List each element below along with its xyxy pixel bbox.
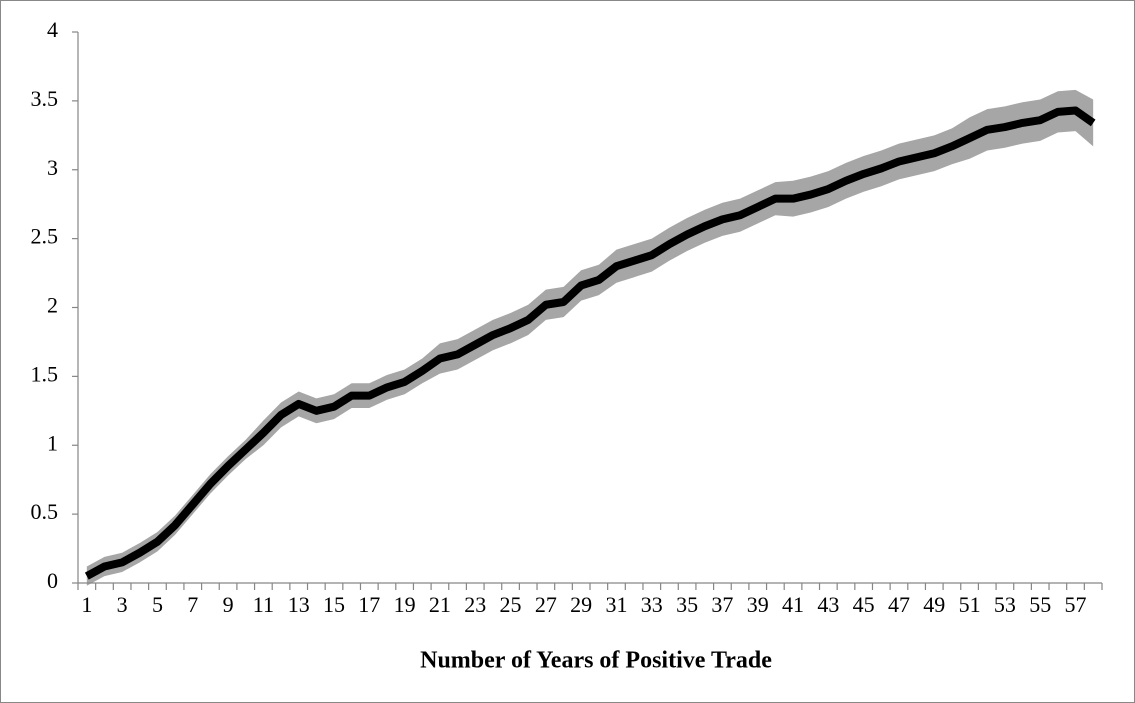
y-tick-label: 2 <box>47 293 58 318</box>
x-tick-label: 19 <box>394 592 416 617</box>
x-tick-label: 9 <box>223 592 234 617</box>
x-tick-label: 43 <box>817 592 839 617</box>
x-tick-label: 21 <box>429 592 451 617</box>
x-tick-label: 35 <box>676 592 698 617</box>
y-tick-label: 3 <box>47 155 58 180</box>
x-tick-label: 17 <box>358 592 380 617</box>
y-tick-label: 1.5 <box>31 361 59 386</box>
x-tick-label: 33 <box>641 592 663 617</box>
x-tick-label: 27 <box>535 592 557 617</box>
x-tick-label: 3 <box>117 592 128 617</box>
x-tick-label: 47 <box>888 592 910 617</box>
x-tick-label: 51 <box>959 592 981 617</box>
x-tick-label: 45 <box>853 592 875 617</box>
y-tick-label: 0 <box>47 568 58 593</box>
x-tick-label: 49 <box>923 592 945 617</box>
x-axis-label: Number of Years of Positive Trade <box>420 648 772 674</box>
y-tick-label: 1 <box>47 430 58 455</box>
x-tick-label: 23 <box>464 592 486 617</box>
x-tick-label: 25 <box>500 592 522 617</box>
x-tick-label: 13 <box>288 592 310 617</box>
y-tick-label: 0.5 <box>31 499 59 524</box>
line <box>84 106 1096 580</box>
confidence-band <box>86 89 1094 586</box>
x-tick-label: 53 <box>994 592 1016 617</box>
x-tick-label: 5 <box>152 592 163 617</box>
x-tick-label: 7 <box>187 592 198 617</box>
y-tick-label: 3.5 <box>31 86 59 111</box>
x-tick-label: 39 <box>747 592 769 617</box>
y-tick-label: 4 <box>47 17 58 42</box>
x-tick-label: 57 <box>1065 592 1087 617</box>
x-tick-label: 31 <box>605 592 627 617</box>
x-tick-label: 11 <box>253 592 274 617</box>
x-tick-label: 55 <box>1029 592 1051 617</box>
x-tick-label: 1 <box>81 592 92 617</box>
x-tick-label: 29 <box>570 592 592 617</box>
x-tick-label: 37 <box>711 592 733 617</box>
y-tick-label: 2.5 <box>31 224 59 249</box>
x-tick-label: 15 <box>323 592 345 617</box>
x-tick-label: 41 <box>782 592 804 617</box>
